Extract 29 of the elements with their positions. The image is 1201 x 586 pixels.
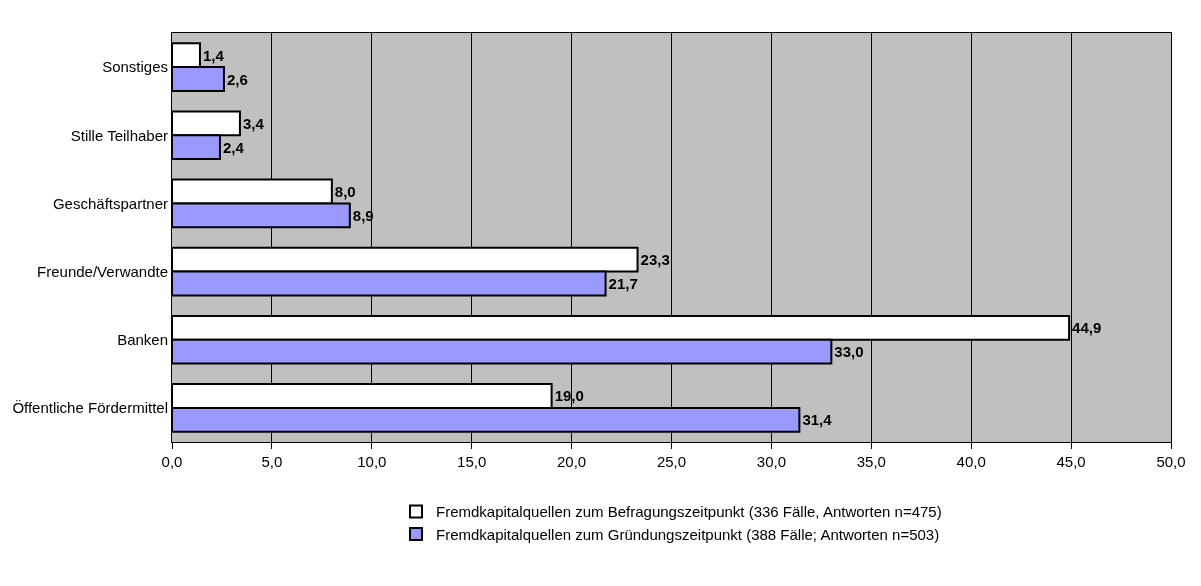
data-label: 21,7 <box>608 275 638 293</box>
legend-label: Fremdkapitalquellen zum Befragungszeitpunkt (336 Fälle, Antworten n=475) <box>436 503 942 521</box>
data-label: 3,4 <box>242 114 265 132</box>
data-label: 33,0 <box>834 343 864 361</box>
data-label: 2,4 <box>222 138 245 156</box>
y-tick-label: Freunde/Verwandte <box>37 262 168 280</box>
x-tick-label: 25,0 <box>656 453 687 470</box>
x-tick-label: 20,0 <box>557 453 587 470</box>
data-label: 23,3 <box>640 251 670 269</box>
data-label: 2,6 <box>226 70 248 88</box>
x-tick-label: 35,0 <box>856 453 886 470</box>
y-tick-label: Sonstiges <box>102 58 168 76</box>
x-tick-label: 30,0 <box>756 453 786 470</box>
x-tick-label: 10,0 <box>357 453 387 470</box>
x-tick-label: 50,0 <box>1156 453 1186 470</box>
x-tick-label: 45,0 <box>1056 453 1086 470</box>
x-tick-label: 5,0 <box>261 453 283 470</box>
y-tick-label: Stille Teilhaber <box>70 126 168 144</box>
data-label: 44,9 <box>1072 319 1102 337</box>
data-label: 1,4 <box>202 46 225 64</box>
y-tick-label: Banken <box>117 331 168 348</box>
x-tick-label: 40,0 <box>956 453 986 470</box>
legend-label: Fremdkapitalquellen zum Gründungszeitpunkt (388 Fälle; Antworten n=503) <box>436 525 940 543</box>
y-tick-label: Öffentliche Fördermittel <box>12 399 168 417</box>
data-label: 31,4 <box>802 411 833 429</box>
y-tick-label: Geschäftspartner <box>52 194 168 212</box>
data-label: 8,0 <box>334 182 356 200</box>
x-tick-label: 0,0 <box>161 453 183 470</box>
x-tick-label: 15,0 <box>457 453 487 470</box>
